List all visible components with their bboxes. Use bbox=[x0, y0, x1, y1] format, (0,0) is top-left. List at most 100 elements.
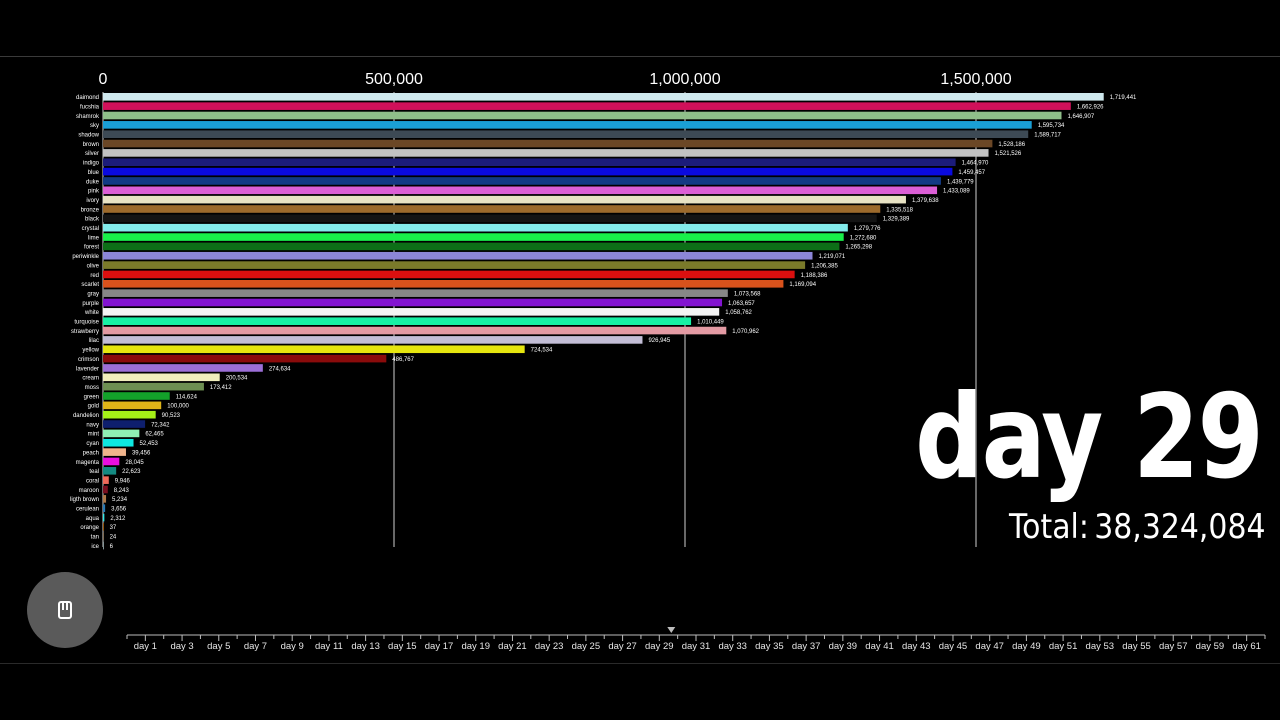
bar-value-label: 1,528,186 bbox=[998, 142, 1025, 148]
bar-purple bbox=[103, 298, 723, 307]
timeline-label[interactable]: day 59 bbox=[1196, 641, 1225, 652]
timeline-label[interactable]: day 29 bbox=[645, 641, 674, 652]
bar-shadow bbox=[103, 130, 1029, 138]
timeline-label[interactable]: day 17 bbox=[425, 641, 454, 652]
bar-maroon bbox=[103, 485, 108, 494]
bar-category-label: ivory bbox=[86, 198, 99, 204]
bar-category-label: brown bbox=[83, 142, 99, 148]
bar-value-label: 62,465 bbox=[145, 432, 164, 438]
timeline-label[interactable]: day 49 bbox=[1012, 641, 1041, 652]
bar-periwinkle bbox=[103, 251, 813, 260]
bar-category-label: moss bbox=[85, 385, 99, 391]
bar-gray bbox=[103, 289, 728, 297]
top-divider bbox=[0, 56, 1280, 57]
timeline-label[interactable]: day 39 bbox=[829, 641, 858, 652]
bar-ivory bbox=[103, 195, 906, 204]
bar-aqua bbox=[103, 513, 105, 522]
bar-value-label: 52,453 bbox=[140, 441, 159, 447]
bar-moss bbox=[103, 382, 204, 391]
x-tick-label: 1,000,000 bbox=[649, 71, 720, 88]
bar-category-label: scarlet bbox=[81, 282, 99, 288]
timeline-label[interactable]: day 13 bbox=[351, 641, 380, 652]
bar-category-label: aqua bbox=[86, 516, 100, 522]
timeline-label[interactable]: day 61 bbox=[1232, 641, 1261, 652]
x-tick-label: 0 bbox=[99, 71, 108, 88]
bar-category-label: orange bbox=[80, 525, 99, 531]
bar-value-label: 1,335,518 bbox=[886, 207, 913, 213]
bar-lavender bbox=[103, 364, 263, 372]
bar-category-label: magenta bbox=[76, 460, 100, 466]
total-value: 38,324,084 bbox=[1094, 507, 1266, 547]
bar-category-label: ice bbox=[91, 544, 99, 550]
bar-value-label: 486,767 bbox=[392, 357, 414, 363]
hand-cursor-icon bbox=[58, 601, 72, 619]
timeline-label[interactable]: day 47 bbox=[975, 641, 1004, 652]
timeline-label[interactable]: day 33 bbox=[718, 641, 747, 652]
timeline-label[interactable]: day 7 bbox=[244, 641, 267, 652]
x-tick-label: 1,500,000 bbox=[940, 71, 1011, 88]
bar-category-label: bronze bbox=[81, 207, 100, 213]
bar-duke bbox=[103, 177, 941, 185]
timeline-label[interactable]: day 5 bbox=[207, 641, 230, 652]
x-tick-label: 500,000 bbox=[365, 71, 423, 88]
timeline-label[interactable]: day 57 bbox=[1159, 641, 1188, 652]
timeline-label[interactable]: day 11 bbox=[315, 641, 343, 652]
bar-value-label: 1,070,962 bbox=[732, 329, 759, 335]
timeline-label[interactable]: day 37 bbox=[792, 641, 821, 652]
bar-ligth-brown bbox=[103, 495, 107, 503]
bar-pink bbox=[103, 186, 938, 195]
timeline-label[interactable]: day 53 bbox=[1086, 641, 1115, 652]
timeline-label[interactable]: day 9 bbox=[281, 641, 304, 652]
bar-value-label: 926,945 bbox=[648, 338, 670, 344]
bar-orange bbox=[103, 523, 104, 531]
bar-category-label: pink bbox=[88, 189, 100, 195]
timeline-position-marker[interactable] bbox=[667, 627, 676, 633]
play-pause-button[interactable] bbox=[27, 572, 103, 648]
bar-value-label: 1,464,970 bbox=[962, 161, 989, 167]
timeline-label[interactable]: day 25 bbox=[572, 641, 601, 652]
bar-brown bbox=[103, 139, 993, 148]
bar-indigo bbox=[103, 158, 956, 167]
timeline-label[interactable]: day 23 bbox=[535, 641, 564, 652]
bar-lime bbox=[103, 233, 844, 241]
bar-value-label: 1,188,386 bbox=[801, 273, 828, 279]
bar-category-label: purple bbox=[82, 301, 99, 307]
timeline-label[interactable]: day 55 bbox=[1122, 641, 1151, 652]
bar-olive bbox=[103, 261, 806, 269]
bar-value-label: 1,589,717 bbox=[1034, 133, 1061, 139]
timeline-label[interactable]: day 31 bbox=[682, 641, 711, 652]
bar-mint bbox=[103, 429, 140, 438]
timeline-label[interactable]: day 41 bbox=[865, 641, 894, 652]
bar-value-label: 1,329,389 bbox=[883, 217, 910, 223]
bar-crystal bbox=[103, 223, 848, 232]
bar-category-label: strawberry bbox=[71, 329, 99, 335]
bar-value-label: 24 bbox=[110, 535, 117, 541]
bar-category-label: cream bbox=[82, 376, 99, 382]
timeline-label[interactable]: day 3 bbox=[170, 641, 193, 652]
bar-crimson bbox=[103, 354, 387, 363]
bar-green bbox=[103, 392, 170, 400]
bar-category-label: dandelion bbox=[73, 413, 99, 419]
bar-teal bbox=[103, 467, 117, 475]
bar-category-label: lavender bbox=[76, 366, 99, 372]
timeline-label[interactable]: day 1 bbox=[134, 641, 157, 652]
bar-category-label: sky bbox=[90, 123, 99, 129]
bar-tan bbox=[103, 532, 104, 541]
timeline-label[interactable]: day 15 bbox=[388, 641, 417, 652]
bar-category-label: gold bbox=[88, 404, 99, 410]
timeline-label[interactable]: day 45 bbox=[939, 641, 968, 652]
bar-category-label: white bbox=[84, 310, 100, 316]
current-day-label: day 29 bbox=[914, 370, 1264, 505]
timeline-label[interactable]: day 19 bbox=[461, 641, 490, 652]
bar-category-label: indigo bbox=[83, 161, 100, 167]
timeline-label[interactable]: day 43 bbox=[902, 641, 931, 652]
timeline-label[interactable]: day 51 bbox=[1049, 641, 1078, 652]
timeline-label[interactable]: day 27 bbox=[608, 641, 637, 652]
bar-value-label: 1,646,907 bbox=[1067, 114, 1094, 120]
bar-value-label: 3,656 bbox=[111, 507, 127, 513]
bar-category-label: coral bbox=[86, 478, 99, 484]
bar-value-label: 1,433,089 bbox=[943, 189, 970, 195]
timeline-label[interactable]: day 21 bbox=[498, 641, 527, 652]
bar-category-label: cyan bbox=[86, 441, 99, 447]
timeline-label[interactable]: day 35 bbox=[755, 641, 784, 652]
